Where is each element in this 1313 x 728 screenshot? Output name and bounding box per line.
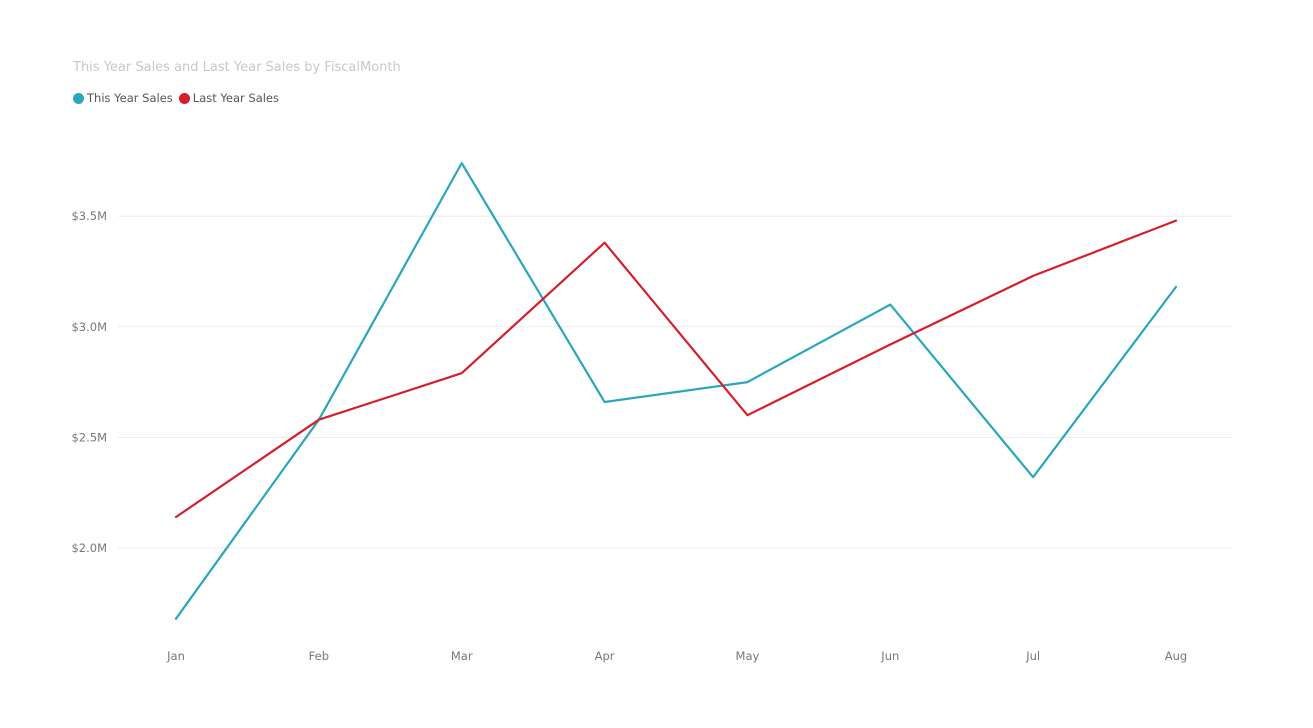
- series-line-this-year-sales: [174, 162, 1178, 620]
- series-line-last-year-sales: [174, 219, 1178, 519]
- x-tick-label: Jan: [166, 649, 185, 663]
- x-tick-label: Apr: [595, 649, 615, 663]
- legend-label-last-year-sales: Last Year Sales: [192, 91, 280, 105]
- x-tick-label: Jun: [880, 649, 899, 663]
- legend-marker-this-year-sales: [73, 92, 84, 104]
- legend: This Year Sales Last Year Sales: [73, 91, 285, 105]
- x-tick-label: Jul: [1025, 649, 1040, 663]
- y-tick-label: $2.0M: [71, 541, 107, 555]
- x-tick-label: Mar: [451, 649, 473, 663]
- chart-title: This Year Sales and Last Year Sales by F…: [73, 60, 401, 75]
- y-tick-label: $3.0M: [71, 320, 107, 334]
- legend-marker-last-year-sales: [178, 92, 190, 104]
- legend-label-this-year-sales: This Year Sales: [87, 91, 173, 105]
- x-tick-label: Aug: [1165, 649, 1187, 663]
- legend-item-last-year-sales[interactable]: Last Year Sales: [178, 91, 280, 105]
- legend-item-this-year-sales[interactable]: This Year Sales: [73, 91, 173, 105]
- x-tick-label: Feb: [309, 649, 329, 663]
- y-tick-label: $2.5M: [71, 430, 107, 444]
- x-tick-label: May: [736, 649, 760, 663]
- y-tick-label: $3.5M: [71, 209, 107, 223]
